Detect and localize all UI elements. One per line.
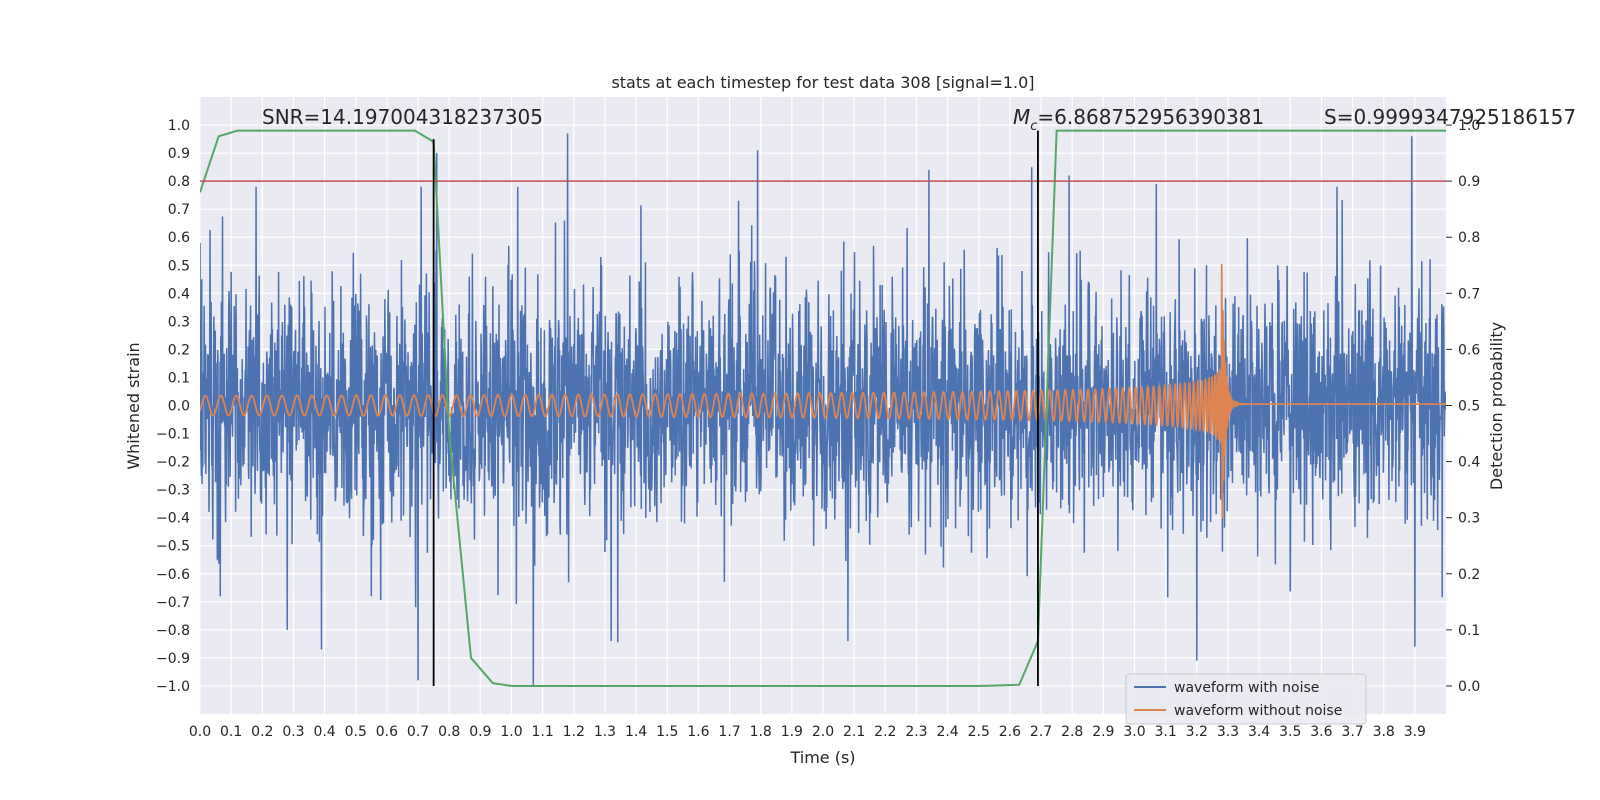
x-tick-label: 0.0: [189, 724, 211, 740]
x-tick-label: 2.3: [905, 724, 927, 740]
y-tick-label: −0.5: [156, 539, 190, 555]
chart-title: stats at each timestep for test data 308…: [611, 73, 1034, 92]
x-tick-label: 0.9: [469, 724, 491, 740]
x-tick-label: 3.8: [1373, 724, 1395, 740]
y-tick-label: −0.4: [156, 511, 190, 527]
snr-annotation: SNR=14.197004318237305: [262, 105, 543, 129]
y-right-tick-label: 0.0: [1458, 679, 1480, 695]
x-tick-label: 1.6: [687, 724, 709, 740]
data-layer: [200, 129, 1446, 687]
y-tick-label: −0.1: [156, 427, 190, 443]
chirp-mass-annotation: Mc=6.868752956390381: [1013, 105, 1264, 134]
x-tick-label: 3.3: [1217, 724, 1239, 740]
x-tick-label: 2.2: [874, 724, 896, 740]
x-tick-label: 1.7: [718, 724, 740, 740]
y-axis-label: Whitened strain: [124, 342, 143, 469]
x-tick-label: 1.0: [500, 724, 522, 740]
y-tick-label: 1.0: [168, 118, 190, 134]
x-tick-label: 1.5: [656, 724, 678, 740]
y-right-tick-label: 0.9: [1458, 174, 1480, 190]
x-tick-label: 3.1: [1155, 724, 1177, 740]
x-tick-label: 2.0: [812, 724, 834, 740]
y-tick-label: 0.9: [168, 146, 190, 162]
series-waveform-without-noise: [200, 263, 1446, 519]
y-right-tick-label: 0.2: [1458, 567, 1480, 583]
y-tick-label: 0.2: [168, 342, 190, 358]
x-tick-label: 1.9: [781, 724, 803, 740]
y-tick-label: 0.0: [168, 399, 190, 415]
x-tick-label: 2.1: [843, 724, 865, 740]
y-right-tick-label: 1.0: [1458, 118, 1480, 134]
y-right-tick-label: 0.8: [1458, 230, 1480, 246]
x-tick-label: 2.7: [1030, 724, 1052, 740]
x-tick-label: 0.6: [376, 724, 398, 740]
x-tick-label: 1.3: [594, 724, 616, 740]
x-tick-label: 3.2: [1186, 724, 1208, 740]
x-tick-label: 2.9: [1092, 724, 1114, 740]
y-tick-label: −1.0: [156, 679, 190, 695]
x-tick-label: 1.4: [625, 724, 647, 740]
x-tick-label: 0.8: [438, 724, 460, 740]
chirp-mass-value: =6.868752956390381: [1037, 105, 1264, 129]
y-right-tick-label: 0.1: [1458, 623, 1480, 639]
y-tick-label: −0.6: [156, 567, 190, 583]
y-tick-label: −0.3: [156, 483, 190, 499]
y-tick-label: −0.7: [156, 595, 190, 611]
x-tick-label: 0.5: [345, 724, 367, 740]
x-tick-label: 0.2: [251, 724, 273, 740]
y-tick-label: −0.2: [156, 455, 190, 471]
x-tick-label: 2.8: [1061, 724, 1083, 740]
y-tick-label: 0.4: [168, 286, 190, 302]
x-tick-label: 0.3: [282, 724, 304, 740]
y-tick-label: −0.9: [156, 651, 190, 667]
chirp-mass-subscript: c: [1030, 119, 1037, 134]
y-tick-label: 0.7: [168, 202, 190, 218]
y-right-tick-label: 0.4: [1458, 455, 1480, 471]
y-right-tick-label: 0.3: [1458, 511, 1480, 527]
x-tick-label: 3.7: [1341, 724, 1363, 740]
x-axis-ticks: 0.0 0.1 0.2 0.3 0.4 0.5 0.6 0.7 0.8 0.9 1.0 1.1 1.2 1…: [189, 724, 1426, 740]
y-tick-label: 0.5: [168, 258, 190, 274]
x-tick-label: 3.0: [1123, 724, 1145, 740]
x-tick-label: 1.8: [750, 724, 772, 740]
y-axis-right-ticks: 1.0 0.9 0.8 0.7 0.6 0.5 0.4 0.3 0.2 0.1 0.0: [1446, 118, 1480, 695]
x-tick-label: 3.4: [1248, 724, 1270, 740]
y-tick-label: 0.8: [168, 174, 190, 190]
chirp-mass-symbol: M: [1013, 105, 1030, 129]
legend-box: [1125, 673, 1367, 725]
series-detection-probability: [200, 129, 1446, 687]
y-axis-right-label: Detection probability: [1487, 322, 1506, 490]
y-axis-ticks: 1.0 0.9 0.8 0.7 0.6 0.5 0.4 0.3 0.2 0.1 0.0 −0.1 −0.…: [156, 118, 190, 695]
y-tick-label: −0.8: [156, 623, 190, 639]
x-tick-label: 0.4: [313, 724, 335, 740]
y-tick-label: 0.3: [168, 314, 190, 330]
x-tick-label: 0.7: [407, 724, 429, 740]
y-right-tick-label: 0.6: [1458, 342, 1480, 358]
y-tick-label: 0.1: [168, 370, 190, 386]
x-tick-label: 1.1: [532, 724, 554, 740]
legend: waveform with noise waveform without noi…: [1125, 673, 1367, 725]
x-tick-label: 3.5: [1279, 724, 1301, 740]
y-right-tick-label: 0.7: [1458, 286, 1480, 302]
y-right-tick-label: 0.5: [1458, 399, 1480, 415]
x-axis-label: Time (s): [789, 748, 855, 767]
x-tick-label: 2.4: [936, 724, 958, 740]
x-tick-label: 2.6: [999, 724, 1021, 740]
x-tick-label: 0.1: [220, 724, 242, 740]
legend-label-clean: waveform without noise: [1174, 703, 1342, 719]
x-tick-label: 3.9: [1404, 724, 1426, 740]
legend-label-noise: waveform with noise: [1174, 680, 1319, 696]
y-tick-label: 0.6: [168, 230, 190, 246]
x-tick-label: 1.2: [563, 724, 585, 740]
x-tick-label: 2.5: [968, 724, 990, 740]
x-tick-label: 3.6: [1310, 724, 1332, 740]
s-annotation: S=0.9999347925186157: [1324, 105, 1576, 129]
